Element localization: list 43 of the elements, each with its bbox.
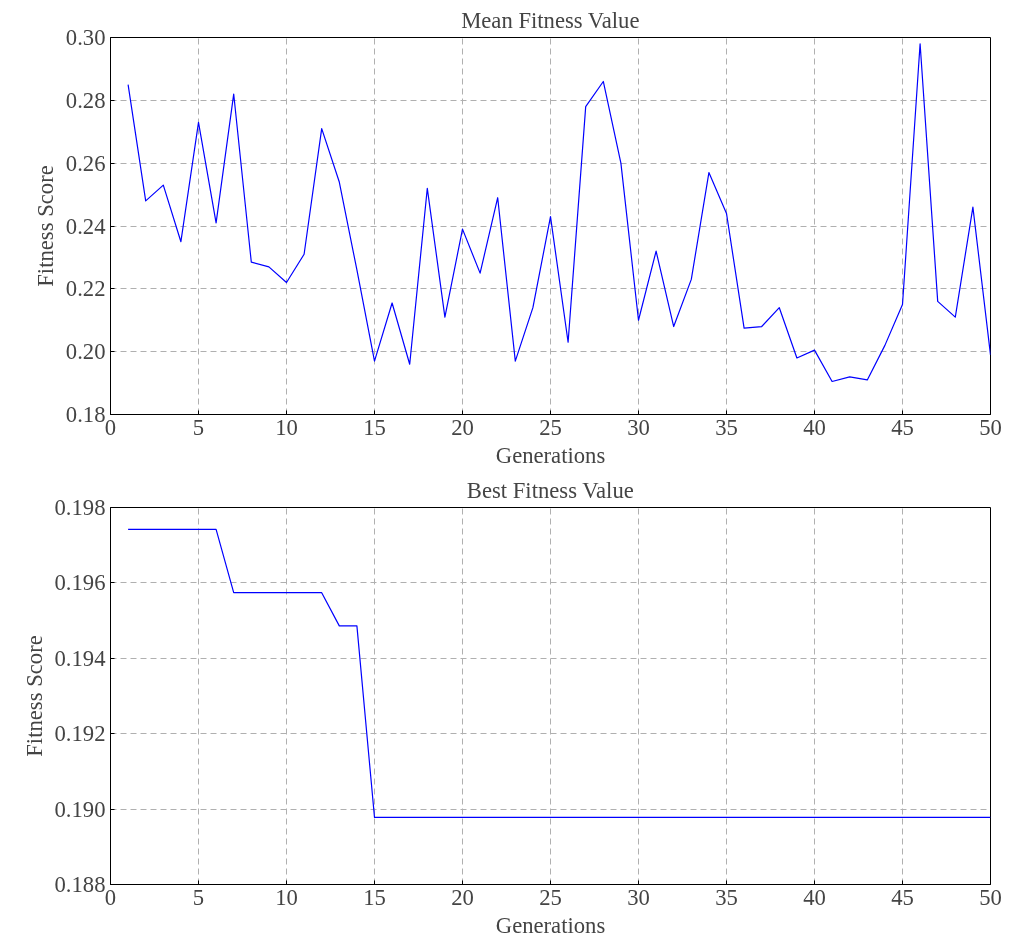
y-tick-label: 0.190 <box>54 796 106 822</box>
y-tick-label: 0.30 <box>65 25 106 50</box>
x-tick-label: 10 <box>275 414 298 440</box>
x-tick-label: 0 <box>104 414 117 440</box>
y-tick-label: 0.196 <box>54 570 106 596</box>
y-tick-label: 0.28 <box>65 87 106 113</box>
y-tick-label: 0.22 <box>65 276 106 302</box>
y-axis-title: Fitness Score <box>32 165 58 287</box>
y-tick-label: 0.18 <box>65 402 106 427</box>
y-tick-label: 0.188 <box>54 872 106 897</box>
x-tick-label: 45 <box>891 884 914 910</box>
x-tick-label: 25 <box>539 414 562 440</box>
x-tick-label: 35 <box>715 414 738 440</box>
x-tick-label: 5 <box>192 414 205 440</box>
y-axis-title: Fitness Score <box>21 635 47 757</box>
y-tick-label: 0.24 <box>65 213 106 239</box>
line-series <box>127 43 991 383</box>
x-tick-label: 15 <box>363 414 386 440</box>
x-tick-label: 30 <box>627 884 650 910</box>
x-axis-title: Generations <box>495 442 606 468</box>
x-tick-label: 30 <box>627 414 650 440</box>
line-series <box>127 528 991 818</box>
x-tick-label: 20 <box>451 414 474 440</box>
x-tick-label: 45 <box>891 414 914 440</box>
chart-title: Mean Fitness Value <box>461 7 640 33</box>
x-tick-label: 20 <box>451 884 474 910</box>
y-tick-label: 0.198 <box>54 495 106 520</box>
x-tick-label: 35 <box>715 884 738 910</box>
x-tick-label: 10 <box>275 884 298 910</box>
y-tick-label: 0.194 <box>54 645 106 671</box>
x-tick-label: 5 <box>192 884 205 910</box>
y-tick-label: 0.192 <box>54 721 106 747</box>
x-tick-label: 15 <box>363 884 386 910</box>
x-tick-label: 50 <box>979 414 1002 440</box>
y-tick-label: 0.20 <box>65 339 106 365</box>
x-tick-label: 50 <box>979 884 1002 910</box>
x-tick-label: 40 <box>803 414 826 440</box>
x-tick-label: 25 <box>539 884 562 910</box>
chart-title: Best Fitness Value <box>466 477 634 503</box>
x-tick-label: 40 <box>803 884 826 910</box>
x-axis-title: Generations <box>495 912 606 938</box>
x-tick-label: 0 <box>104 884 117 910</box>
y-tick-label: 0.26 <box>65 150 106 176</box>
